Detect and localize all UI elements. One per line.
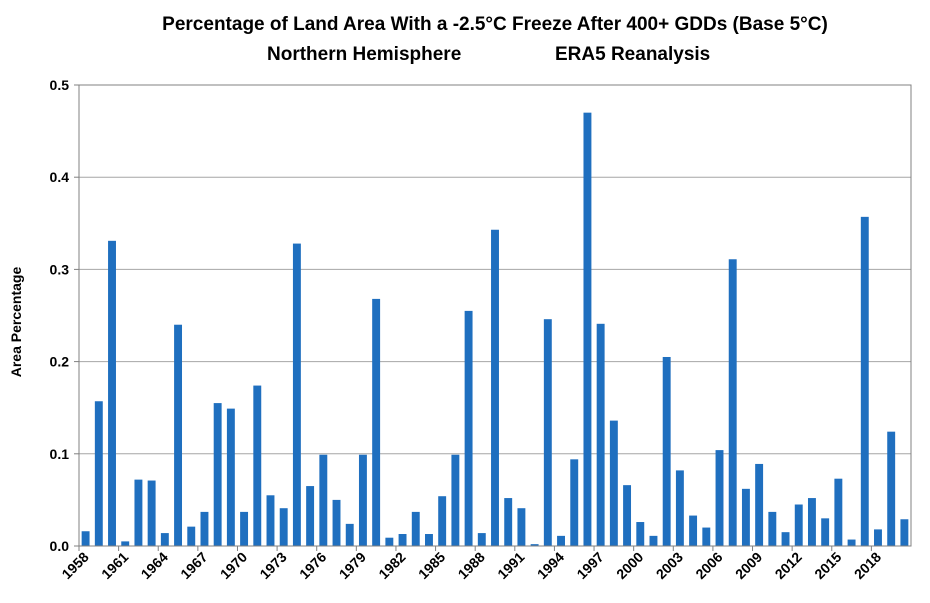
bar-2014 (821, 518, 830, 546)
bar-1972 (266, 495, 275, 546)
bar-1998 (609, 420, 618, 546)
x-tick-label: 2000 (613, 549, 646, 582)
y-tick-label: 0.3 (50, 261, 70, 277)
bar-2000 (636, 522, 645, 546)
chart-subtitle-source: ERA5 Reanalysis (555, 44, 711, 65)
x-tick-label: 1991 (494, 549, 527, 582)
plot-frame (78, 84, 912, 547)
x-tick-label: 2009 (732, 549, 765, 582)
bar-1989 (491, 229, 499, 546)
bar-2010 (768, 511, 777, 546)
bar-2016 (847, 539, 856, 546)
bar-1979 (358, 454, 367, 546)
bar-1980 (372, 298, 381, 546)
bar-2001 (649, 535, 658, 546)
y-tick-label: 0.5 (50, 77, 70, 93)
bar-2008 (741, 488, 750, 546)
bar-2017 (860, 216, 869, 546)
y-tick-label: 0.4 (50, 169, 70, 185)
bar-2018 (874, 529, 882, 546)
bar-1974 (292, 243, 301, 546)
bar-1984 (425, 534, 433, 546)
y-tick-label: 0.0 (50, 538, 70, 554)
bar-1971 (253, 385, 262, 546)
x-tick-label: 1964 (138, 549, 171, 582)
bar-2002 (662, 356, 671, 546)
bar-1965 (174, 324, 183, 546)
bar-2005 (702, 527, 711, 546)
bar-1964 (160, 533, 169, 546)
x-tick-label: 2018 (851, 549, 884, 582)
bar-1970 (240, 511, 249, 546)
bar-2003 (675, 470, 684, 546)
bar-1986 (451, 454, 460, 546)
bar-1992 (530, 544, 539, 546)
bar-1995 (570, 459, 579, 546)
bar-1978 (345, 523, 354, 546)
bar-1983 (411, 511, 420, 546)
x-tick-label: 1970 (217, 549, 250, 582)
x-tick-label: 1988 (455, 549, 488, 582)
x-tick-label: 2006 (692, 549, 725, 582)
bar-2012 (794, 504, 803, 546)
bar-2015 (834, 478, 843, 546)
bar-1990 (504, 498, 513, 546)
bar-2007 (728, 259, 737, 546)
x-tick-label: 2012 (772, 549, 805, 582)
bar-2020 (900, 519, 909, 546)
bar-1976 (319, 454, 328, 546)
bar-1996 (583, 112, 592, 546)
y-tick-labels: 0.0 0.1 0.2 0.3 0.4 0.5 (50, 77, 70, 554)
bar-1962 (134, 479, 143, 546)
bar-1993 (543, 319, 552, 546)
bar-1999 (623, 485, 632, 546)
chart-subtitle-region: Northern Hemisphere (267, 44, 462, 65)
bar-1991 (517, 508, 526, 546)
bar-1975 (306, 486, 315, 546)
x-tick-label: 2015 (811, 549, 844, 582)
bar-1988 (477, 533, 486, 546)
bars (81, 112, 909, 546)
bar-1961 (121, 541, 130, 546)
bar-1969 (226, 408, 235, 546)
x-tick-label: 1976 (296, 549, 329, 582)
bar-2004 (689, 515, 698, 546)
bar-2013 (807, 498, 816, 546)
bar-1958 (81, 531, 90, 546)
chart-title: Percentage of Land Area With a -2.5°C Fr… (162, 14, 828, 35)
bar-1985 (438, 496, 447, 546)
bar-1960 (108, 240, 116, 546)
bar-1968 (213, 403, 222, 546)
bar-2019 (887, 431, 896, 546)
x-tick-label: 1994 (534, 549, 567, 582)
bar-1981 (385, 537, 394, 546)
y-tick-label: 0.2 (50, 354, 70, 370)
bar-2006 (715, 450, 724, 546)
bar-2009 (755, 463, 764, 546)
y-tick-label: 0.1 (50, 446, 70, 462)
bar-2011 (781, 532, 790, 546)
bar-1987 (464, 310, 473, 546)
x-tick-label: 2003 (653, 549, 686, 582)
x-tick-label: 1979 (336, 549, 369, 582)
x-tick-label: 1982 (375, 549, 408, 582)
x-tick-label: 1967 (177, 549, 210, 582)
bar-1994 (557, 535, 565, 546)
bar-1982 (398, 534, 407, 546)
x-tick-label: 1985 (415, 549, 448, 582)
x-tick-label: 1997 (573, 549, 606, 582)
bar-1959 (94, 401, 103, 546)
bar-1997 (596, 323, 605, 546)
x-tick-label: 1961 (98, 549, 131, 582)
x-tick-labels: 1958 1961 1964 1967 1970 1973 1976 1979 1982 1985… (58, 546, 884, 582)
x-tick-label: 1973 (256, 549, 289, 582)
bar-1973 (279, 508, 288, 546)
bar-1977 (332, 499, 341, 546)
bar-1966 (187, 526, 196, 546)
bar-1963 (147, 480, 156, 546)
bar-1967 (200, 511, 209, 546)
